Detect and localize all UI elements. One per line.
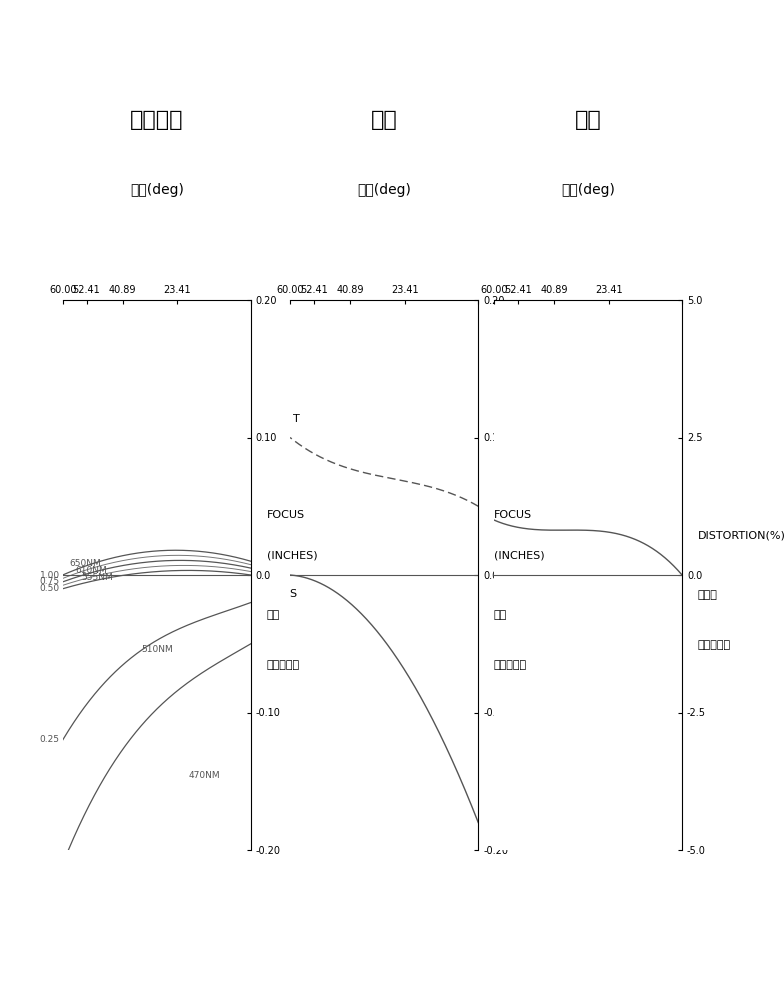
Text: 畸变率: 畸变率 xyxy=(698,590,717,600)
Text: 0.50: 0.50 xyxy=(39,584,60,593)
Text: 角度(deg): 角度(deg) xyxy=(358,183,411,197)
Text: S: S xyxy=(289,589,297,599)
Text: 焦点: 焦点 xyxy=(494,610,507,620)
Text: （偏移量）: （偏移量） xyxy=(267,660,299,670)
Text: 焦点: 焦点 xyxy=(267,610,280,620)
Text: 555NM: 555NM xyxy=(82,573,113,582)
Text: 角度(deg): 角度(deg) xyxy=(130,183,183,197)
Text: (INCHES): (INCHES) xyxy=(267,550,318,560)
Text: 510NM: 510NM xyxy=(141,645,172,654)
Text: 畸变: 畸变 xyxy=(575,110,601,130)
Text: T: T xyxy=(293,414,299,424)
Text: 纵向球差: 纵向球差 xyxy=(130,110,183,130)
Text: 0.25: 0.25 xyxy=(39,736,60,744)
Text: 610NM: 610NM xyxy=(75,566,107,575)
Text: 650NM: 650NM xyxy=(69,559,100,568)
Text: （百分比）: （百分比） xyxy=(698,640,731,650)
Text: 像散: 像散 xyxy=(371,110,397,130)
Text: FOCUS: FOCUS xyxy=(267,510,305,520)
Text: 470NM: 470NM xyxy=(188,771,220,780)
Text: DISTORTION(%): DISTORTION(%) xyxy=(698,530,784,540)
Text: (INCHES): (INCHES) xyxy=(494,550,545,560)
Text: 0.75: 0.75 xyxy=(39,577,60,586)
Text: FOCUS: FOCUS xyxy=(494,510,532,520)
Text: 角度(deg): 角度(deg) xyxy=(561,183,615,197)
Text: 1.00: 1.00 xyxy=(39,570,60,579)
Text: （偏移量）: （偏移量） xyxy=(494,660,527,670)
